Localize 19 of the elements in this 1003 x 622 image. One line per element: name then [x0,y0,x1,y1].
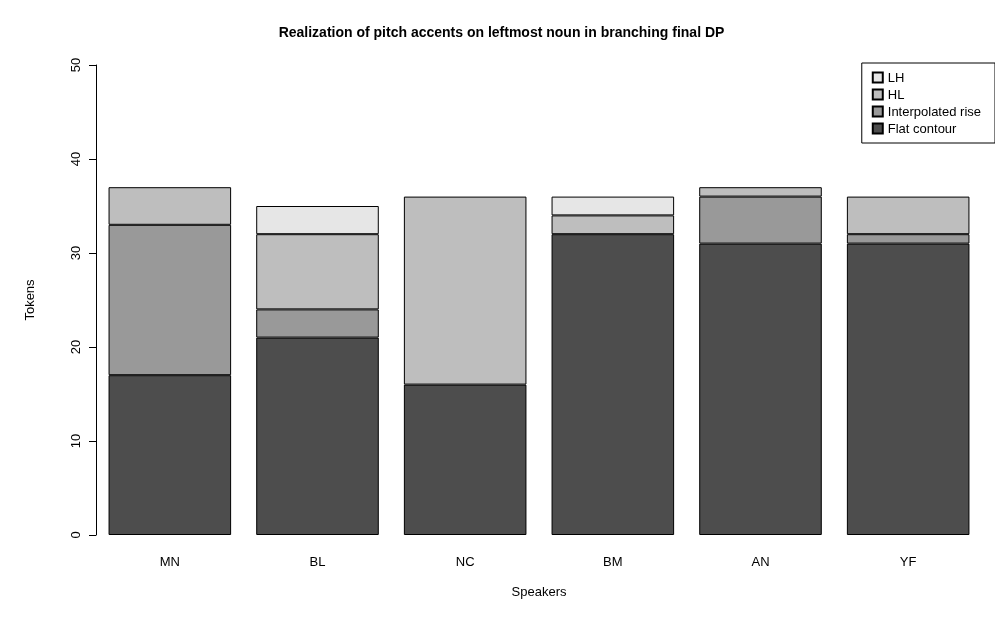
chart-title: Realization of pitch accents on leftmost noun in branching final DP [278,24,725,40]
x-tick-label: YF [899,554,917,569]
y-tick-label: 20 [68,339,83,355]
y-tick-label: 10 [68,433,83,449]
y-tick-label: 30 [68,245,83,261]
y-axis-title: Tokens [22,278,37,321]
x-tick-label: BM [603,554,623,569]
x-axis-title: Speakers [511,584,567,599]
y-tick-label: 0 [68,531,83,539]
x-tick-label: MN [159,554,180,569]
x-tick-label: BL [309,554,326,569]
x-tick-label: AN [751,554,770,569]
y-tick-label: 50 [68,57,83,73]
legend-label: Flat contour [887,121,958,136]
legend-label: LH [887,70,905,85]
x-tick-label: NC [455,554,475,569]
legend-label: HL [887,87,905,102]
legend-label: Interpolated rise [887,104,982,119]
y-tick-label: 40 [68,151,83,167]
